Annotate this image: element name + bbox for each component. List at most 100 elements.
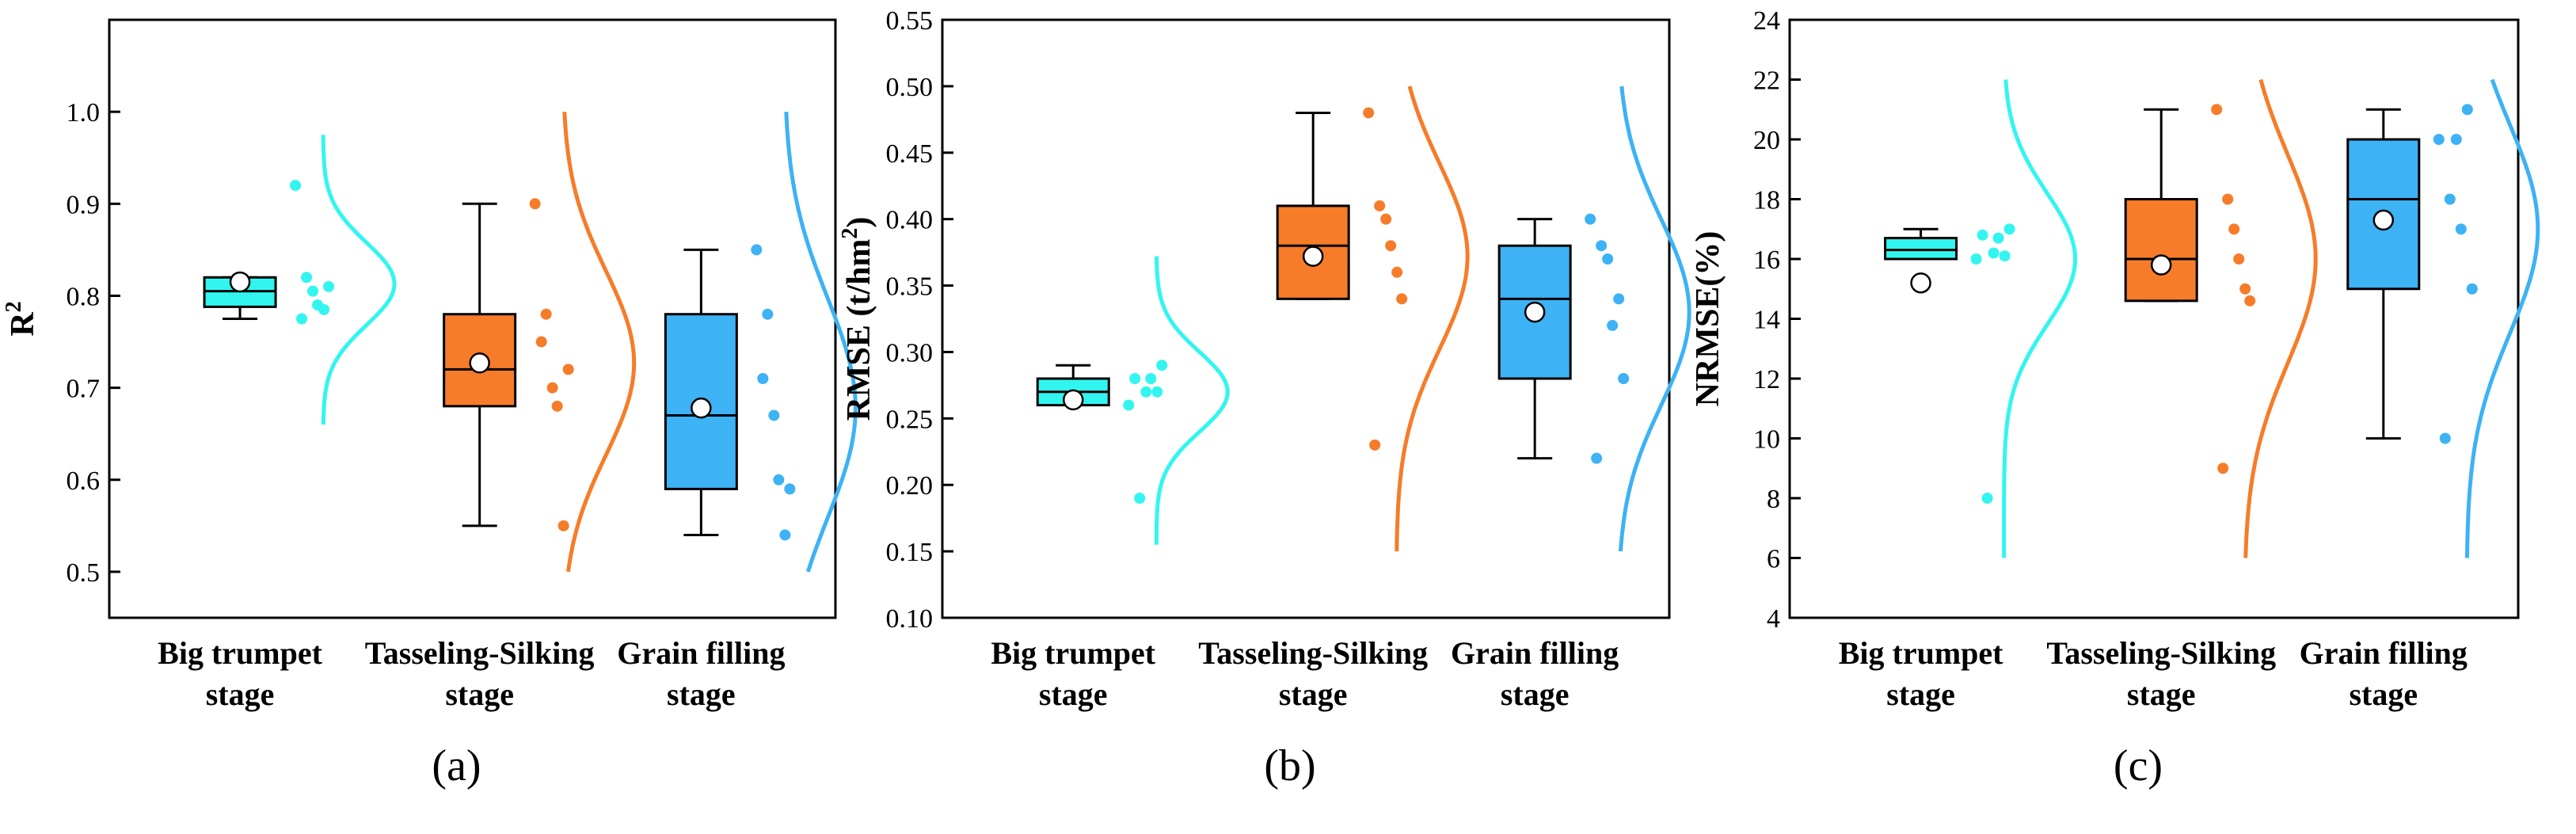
box-iqr [2124,198,2198,303]
data-point [301,272,313,284]
y-tick-label: 20 [1753,126,1780,155]
data-point [751,244,763,256]
data-point [1607,319,1619,331]
data-point [1156,360,1168,371]
x-category-label: Tasseling-Silking [1198,635,1428,671]
data-point [562,364,574,375]
data-point [2003,223,2015,235]
y-tick-label: 0.35 [886,272,934,302]
mean-marker [1524,301,1546,323]
x-category-label: Tasseling-Silking [2046,635,2276,671]
y-tick-label: 0.8 [67,282,101,311]
y-tick-label: 12 [1753,365,1780,394]
y-tick-label: 1.0 [67,98,101,128]
data-point [2211,104,2223,116]
x-category-label-line2: stage [206,676,275,712]
x-category-label: Grain filling [2300,635,2468,671]
y-tick-label: 6 [1767,545,1780,574]
data-point [323,280,335,292]
box-iqr [1497,244,1572,380]
distribution-curve [2002,79,2078,558]
mean-marker [691,397,712,419]
mean-marker [2150,254,2172,276]
data-point [779,529,791,541]
series-3 [2346,78,2540,558]
x-category-label: Big trumpet [158,635,322,671]
data-point [1396,293,1408,305]
data-point [1134,493,1146,504]
data-point [2222,193,2234,205]
y-tick-label: 16 [1753,246,1780,275]
chart-panel-3: 4 6 8 10 12 14 16 18 20 22 24 NRMSE(%) Big trumpet st… [1690,6,2540,790]
data-point [2228,223,2240,235]
data-point [1380,213,1392,225]
y-tick-label: 0.55 [886,6,934,36]
data-point [290,180,302,192]
x-category-label: Big trumpet [991,635,1155,671]
data-point [1140,386,1152,398]
data-point [2439,432,2451,444]
data-point [307,285,319,297]
data-point [2239,283,2251,295]
data-point [2217,463,2229,474]
y-tick-label: 24 [1753,6,1780,36]
x-category-label-line2: stage [1501,676,1570,712]
data-point [551,400,563,412]
y-tick-label: 0.9 [67,190,101,219]
data-point [768,409,780,421]
data-point [1992,232,2004,244]
data-point [1585,213,1596,225]
data-point [1977,229,1988,241]
data-point [1988,247,2000,259]
series-1 [1036,256,1230,545]
data-point [535,336,547,348]
distribution-curve [2464,78,2540,558]
data-point [1151,386,1163,398]
y-tick-label: 14 [1753,306,1780,335]
distribution-curve [1619,86,1691,552]
x-category-label-line2: stage [667,676,736,712]
y-tick-label: 8 [1767,485,1780,514]
series-2 [2124,78,2318,558]
x-category-label: Big trumpet [1839,635,2003,671]
data-point [296,313,308,325]
data-point [2455,223,2467,235]
distribution-curve [1154,256,1230,545]
data-point [2450,134,2462,145]
data-point [1970,253,1982,265]
y-tick-label: 10 [1753,425,1780,455]
y-tick-label: 0.6 [67,467,101,496]
y-tick-label: 0.20 [886,471,934,501]
y-tick-label: 0.50 [886,73,934,102]
data-point [784,483,796,495]
x-category-label-line2: stage [1279,676,1348,712]
panel-label: (c) [2114,741,2163,790]
data-point [1391,266,1403,278]
y-tick-label: 4 [1767,604,1780,634]
y-axis-label: R2 [2,301,41,336]
x-category-label: Grain filling [1451,635,1619,671]
data-point [1591,452,1603,464]
distribution-curve [321,135,397,425]
data-point [2244,295,2256,307]
data-point [2466,283,2478,295]
box-iqr [1884,237,1958,261]
data-point [1145,373,1157,384]
data-point [1602,253,1614,265]
series-3 [1497,86,1691,552]
series-1 [1884,79,2078,558]
x-category-label-line2: stage [1039,676,1108,712]
x-category-label-line2: stage [1886,676,1955,712]
distribution-curve [2243,78,2318,558]
data-point [1385,240,1397,252]
chart-panel-2: 0.10 0.15 0.20 0.25 0.30 0.35 0.40 0.45 0.50 0.55… [838,6,1691,790]
data-point [762,308,774,320]
y-tick-label: 0.30 [886,338,934,367]
distribution-curve [562,112,637,573]
y-tick-label: 22 [1753,67,1780,96]
y-tick-label: 0.7 [67,375,101,404]
x-category-label-line2: stage [2349,676,2418,712]
data-point [773,474,785,486]
y-tick-label: 0.5 [67,558,101,588]
